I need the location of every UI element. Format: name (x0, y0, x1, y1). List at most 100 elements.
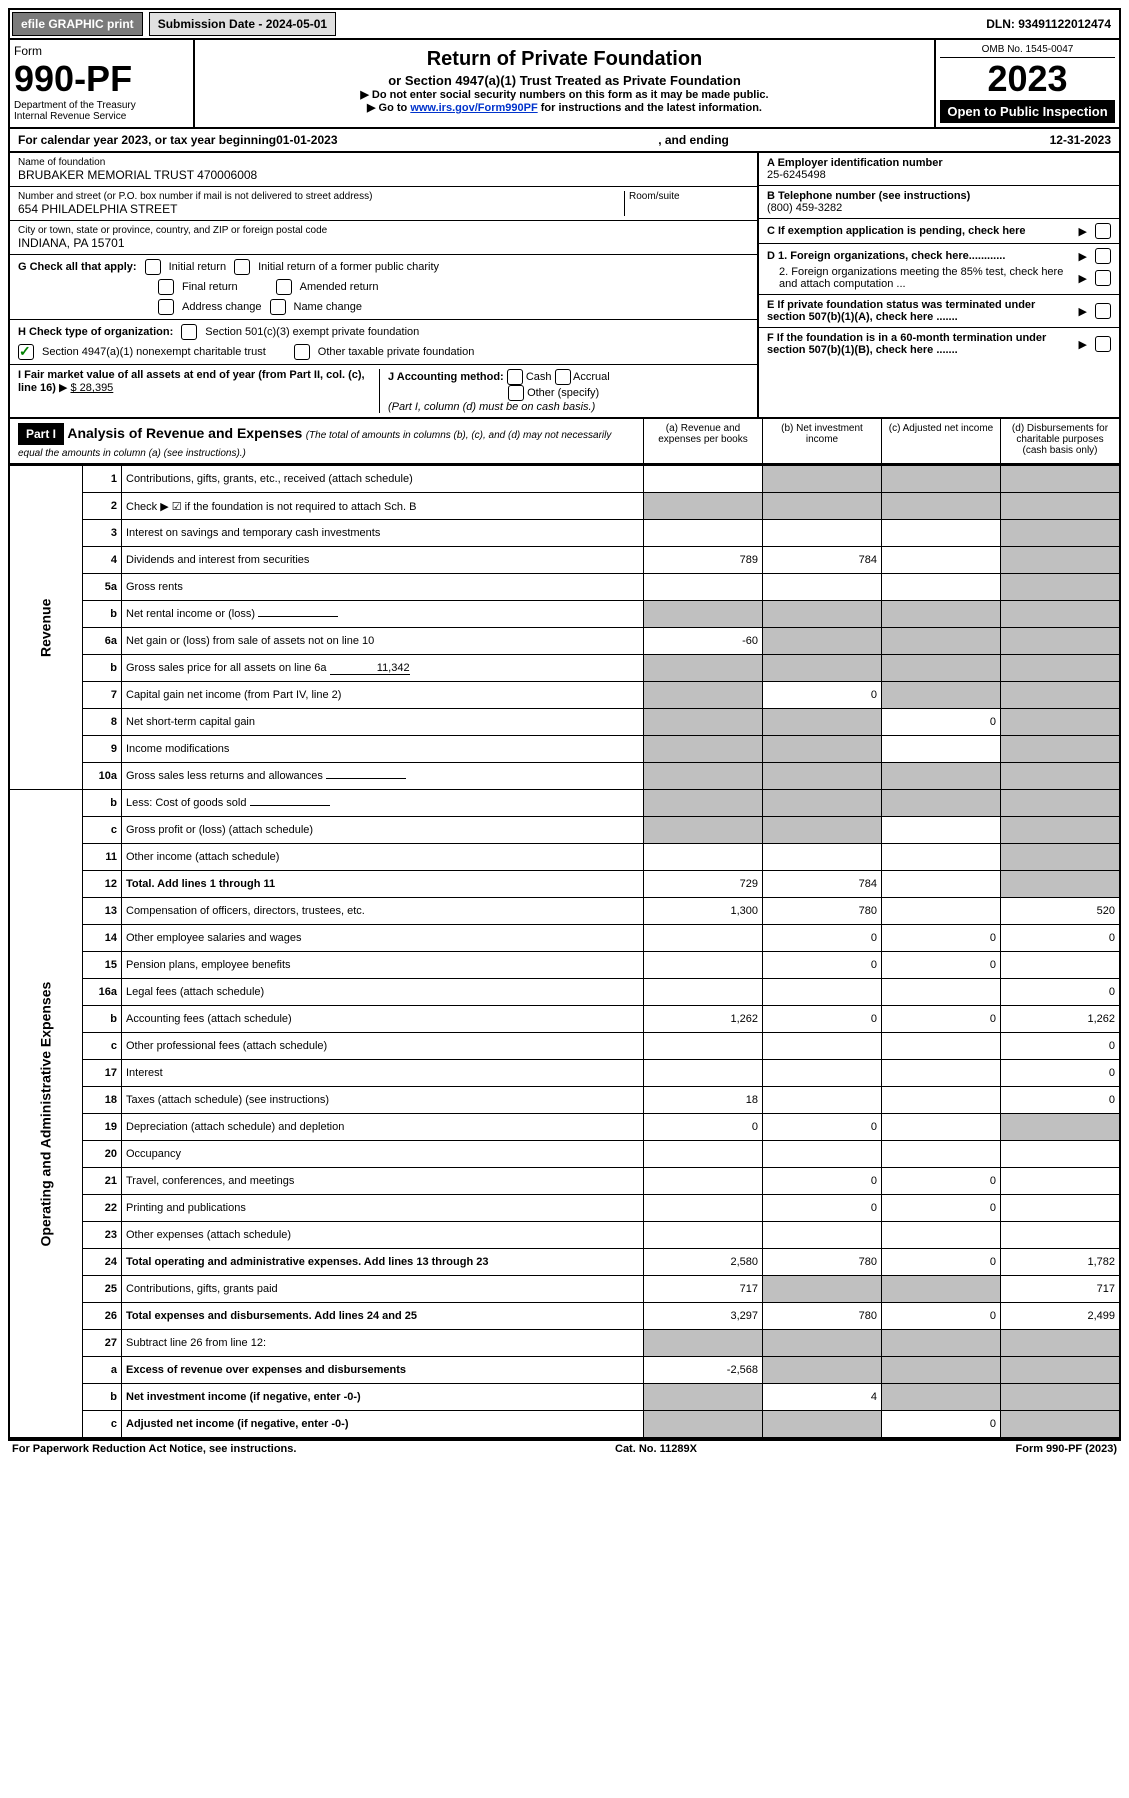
checkbox-other-method[interactable] (508, 385, 524, 401)
form-header: Form 990-PF Department of the Treasury I… (8, 40, 1121, 129)
table-row: cAdjusted net income (if negative, enter… (9, 1411, 1120, 1439)
table-row: 4Dividends and interest from securities7… (9, 547, 1120, 574)
g-amended: Amended return (300, 281, 379, 293)
checkbox-initial-former[interactable] (234, 259, 250, 275)
e-label: E If private foundation status was termi… (767, 299, 1071, 323)
cell-b: 0 (763, 1114, 882, 1141)
cell-d (1001, 628, 1121, 655)
table-row: 22Printing and publications00 (9, 1195, 1120, 1222)
cell-b (763, 1087, 882, 1114)
row-label: Net short-term capital gain (122, 709, 644, 736)
checkbox-d2[interactable] (1095, 270, 1111, 286)
checkbox-other-tax[interactable] (294, 344, 310, 360)
cell-a (644, 1060, 763, 1087)
row-number: 27 (83, 1330, 122, 1357)
col-c-header: (c) Adjusted net income (881, 419, 1000, 463)
cell-d (1001, 655, 1121, 682)
cell-c: 0 (882, 709, 1001, 736)
checkbox-name[interactable] (270, 299, 286, 315)
checkbox-4947[interactable] (18, 344, 34, 360)
g-row: G Check all that apply: Initial return I… (18, 259, 749, 275)
row-number: 22 (83, 1195, 122, 1222)
cell-d (1001, 520, 1121, 547)
cell-b (763, 628, 882, 655)
cell-d (1001, 1168, 1121, 1195)
row-number: 26 (83, 1303, 122, 1330)
i-value: $ 28,395 (70, 382, 113, 394)
efile-button[interactable]: efile GRAPHIC print (12, 12, 143, 36)
cell-c: 0 (882, 1006, 1001, 1033)
row-label: Income modifications (122, 736, 644, 763)
table-row: 9Income modifications (9, 736, 1120, 763)
cell-c (882, 790, 1001, 817)
row-label: Gross profit or (loss) (attach schedule) (122, 817, 644, 844)
cell-c (882, 574, 1001, 601)
checkbox-initial[interactable] (145, 259, 161, 275)
cell-a (644, 682, 763, 709)
form-title: Return of Private Foundation (201, 48, 928, 71)
cell-a: 18 (644, 1087, 763, 1114)
col-d-header: (d) Disbursements for charitable purpose… (1000, 419, 1119, 463)
submission-button[interactable]: Submission Date - 2024-05-01 (149, 12, 336, 36)
room-label: Room/suite (629, 191, 749, 202)
checkbox-c[interactable] (1095, 223, 1111, 239)
cell-b (763, 655, 882, 682)
cell-d (1001, 790, 1121, 817)
cell-b: 784 (763, 871, 882, 898)
checkbox-accrual[interactable] (555, 369, 571, 385)
name-label: Name of foundation (18, 157, 749, 168)
cell-c (882, 844, 1001, 871)
cell-c (882, 520, 1001, 547)
cell-b: 0 (763, 1006, 882, 1033)
cell-d (1001, 871, 1121, 898)
form-subtitle: or Section 4947(a)(1) Trust Treated as P… (201, 73, 928, 88)
table-row: 24Total operating and administrative exp… (9, 1249, 1120, 1276)
cell-b (763, 790, 882, 817)
foundation-city: INDIANA, PA 15701 (18, 236, 749, 250)
cell-b (763, 736, 882, 763)
checkbox-cash[interactable] (507, 369, 523, 385)
row-number: 13 (83, 898, 122, 925)
part1-title: Analysis of Revenue and Expenses (67, 425, 302, 441)
cell-a (644, 1411, 763, 1439)
cell-d (1001, 601, 1121, 628)
cell-b (763, 466, 882, 493)
table-row: bAccounting fees (attach schedule)1,2620… (9, 1006, 1120, 1033)
cell-a: 2,580 (644, 1249, 763, 1276)
cell-b (763, 1411, 882, 1439)
cell-d (1001, 1114, 1121, 1141)
checkbox-address[interactable] (158, 299, 174, 315)
row-label: Total expenses and disbursements. Add li… (122, 1303, 644, 1330)
b-label: B Telephone number (see instructions) (767, 190, 1111, 202)
checkbox-amended[interactable] (276, 279, 292, 295)
cell-c (882, 1222, 1001, 1249)
row-label: Total operating and administrative expen… (122, 1249, 644, 1276)
cell-a: 1,262 (644, 1006, 763, 1033)
cell-c (882, 601, 1001, 628)
row-number: b (83, 1384, 122, 1411)
checkbox-f[interactable] (1095, 336, 1111, 352)
cell-c: 0 (882, 1249, 1001, 1276)
checkbox-e[interactable] (1095, 303, 1111, 319)
table-row: 2Check ▶ ☑ if the foundation is not requ… (9, 493, 1120, 520)
table-row: 10aGross sales less returns and allowanc… (9, 763, 1120, 790)
cell-a (644, 1222, 763, 1249)
cell-d: 1,782 (1001, 1249, 1121, 1276)
table-row: aExcess of revenue over expenses and dis… (9, 1357, 1120, 1384)
cell-d: 520 (1001, 898, 1121, 925)
checkbox-d1[interactable] (1095, 248, 1111, 264)
checkbox-501c3[interactable] (181, 324, 197, 340)
row-number: 8 (83, 709, 122, 736)
checkbox-final[interactable] (158, 279, 174, 295)
table-row: cGross profit or (loss) (attach schedule… (9, 817, 1120, 844)
row-number: 18 (83, 1087, 122, 1114)
dept-label: Department of the Treasury (14, 100, 189, 111)
cell-b (763, 979, 882, 1006)
cell-a (644, 1195, 763, 1222)
table-row: 8Net short-term capital gain 0 (9, 709, 1120, 736)
f-label: F If the foundation is in a 60-month ter… (767, 332, 1071, 356)
h-other: Other taxable private foundation (318, 346, 475, 358)
form-link[interactable]: www.irs.gov/Form990PF (410, 102, 537, 114)
main-table: Revenue1Contributions, gifts, grants, et… (8, 465, 1121, 1439)
row-number: 15 (83, 952, 122, 979)
